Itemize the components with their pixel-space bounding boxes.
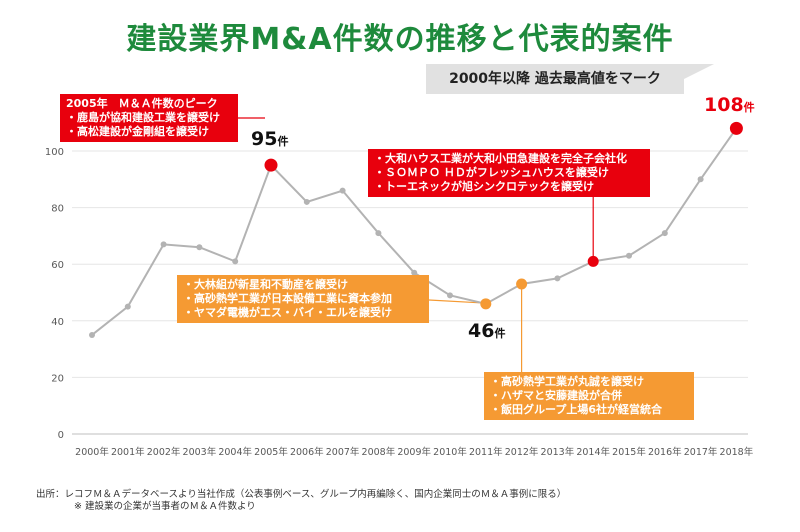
x-tick-label: 2005年 bbox=[254, 446, 288, 458]
x-tick-label: 2008年 bbox=[362, 446, 396, 458]
callout-connector bbox=[428, 299, 480, 304]
x-tick-label: 2016年 bbox=[648, 446, 682, 458]
data-point bbox=[447, 292, 453, 299]
x-tick-label: 2017年 bbox=[684, 446, 718, 458]
deals-2005-box: 2005年 Ｍ＆Ａ件数のピーク ・鹿島が協和建設工業を譲受け ・高松建設が金剛組… bbox=[60, 94, 238, 142]
data-point bbox=[232, 258, 239, 265]
x-tick-label: 2014年 bbox=[576, 446, 610, 458]
data-point bbox=[697, 176, 704, 183]
x-tick-label: 2000年 bbox=[75, 446, 109, 458]
highlight-point bbox=[516, 278, 528, 290]
x-tick-label: 2007年 bbox=[326, 446, 360, 458]
x-tick-label: 2012年 bbox=[505, 446, 539, 458]
x-tick-label: 2015年 bbox=[612, 446, 646, 458]
low-2011-callout: 46件 bbox=[468, 320, 506, 342]
deal-line: ・トーエネックが旭シンクロテックを譲受け bbox=[374, 180, 594, 193]
y-tick-label: 0 bbox=[58, 430, 64, 441]
x-tick-label: 2010年 bbox=[433, 446, 467, 458]
data-point bbox=[339, 187, 346, 194]
data-point bbox=[375, 230, 382, 237]
y-tick-label: 60 bbox=[51, 260, 64, 271]
deal-line: ・大林組が新星和不動産を譲受け bbox=[183, 278, 348, 291]
deal-line: ・鹿島が協和建設工業を譲受け bbox=[66, 111, 220, 124]
data-point bbox=[160, 241, 167, 248]
page-title: 建設業界M&A件数の推移と代表的案件 bbox=[126, 22, 674, 57]
high-2018-callout: 108件 bbox=[704, 94, 755, 116]
banner-pointer bbox=[684, 64, 714, 94]
highlight-point bbox=[729, 121, 743, 135]
deal-line: ・ハザマと安藤建設が合併 bbox=[490, 389, 622, 402]
y-tick-label: 100 bbox=[45, 147, 64, 158]
data-point bbox=[303, 198, 310, 205]
source-line: 出所：レコフＭ＆Ａデータベースより当社作成（公表事例ベース、グループ内再編除く、… bbox=[36, 489, 567, 500]
x-tick-label: 2018年 bbox=[720, 446, 754, 458]
data-point bbox=[411, 269, 418, 276]
data-point bbox=[626, 252, 632, 259]
data-point bbox=[196, 244, 203, 251]
deal-line: ・飯田グループ上場6社が経営統合 bbox=[490, 403, 662, 416]
peak-2005-callout: 95件 bbox=[251, 128, 289, 150]
x-tick-label: 2001年 bbox=[111, 446, 145, 458]
deal-line: ・大和ハウス工業が大和小田急建設を完全子会社化 bbox=[374, 152, 627, 165]
data-point bbox=[661, 230, 668, 237]
data-point bbox=[124, 303, 131, 310]
y-tick-label: 40 bbox=[51, 317, 64, 328]
x-tick-label: 2006年 bbox=[290, 446, 324, 458]
record-banner: 2000年以降 過去最高値をマーク bbox=[426, 64, 684, 94]
highlight-point bbox=[587, 255, 599, 267]
x-tick-label: 2009年 bbox=[397, 446, 431, 458]
y-tick-label: 80 bbox=[51, 204, 64, 215]
deal-line: ・高砂熱学工業が日本設備工業に資本参加 bbox=[183, 292, 392, 305]
y-tick-label: 20 bbox=[51, 373, 64, 384]
deal-line: 2005年 Ｍ＆Ａ件数のピーク bbox=[66, 97, 218, 110]
x-tick-label: 2011年 bbox=[469, 446, 503, 458]
data-point bbox=[554, 275, 561, 282]
deal-line: ・ＳＯＭＰＯ ＨＤがフレッシュハウスを譲受け bbox=[374, 166, 609, 179]
highlight-point bbox=[264, 158, 278, 172]
deals-2014-box: ・大和ハウス工業が大和小田急建設を完全子会社化 ・ＳＯＭＰＯ ＨＤがフレッシュハ… bbox=[368, 149, 650, 197]
x-tick-label: 2013年 bbox=[541, 446, 575, 458]
x-tick-label: 2002年 bbox=[147, 446, 181, 458]
deal-line: ・高砂熱学工業が丸誠を譲受け bbox=[490, 375, 644, 388]
data-point bbox=[89, 331, 95, 338]
highlight-point bbox=[480, 298, 492, 310]
deal-line: ・ヤマダ電機がエス・バイ・エルを譲受け bbox=[183, 306, 392, 319]
deals-2011-box: ・大林組が新星和不動産を譲受け ・高砂熱学工業が日本設備工業に資本参加 ・ヤマダ… bbox=[177, 275, 429, 323]
deals-2012-box: ・高砂熱学工業が丸誠を譲受け ・ハザマと安藤建設が合併 ・飯田グループ上場6社が… bbox=[484, 372, 694, 420]
deal-line: ・高松建設が金剛組を譲受け bbox=[66, 125, 209, 138]
source-note: 出所：レコフＭ＆Ａデータベースより当社作成（公表事例ベース、グループ内再編除く、… bbox=[36, 489, 566, 513]
source-footnote: ※ 建設業の企業が当事者のＭ＆Ａ件数より bbox=[74, 501, 256, 512]
x-tick-label: 2003年 bbox=[183, 446, 217, 458]
x-tick-label: 2004年 bbox=[218, 446, 252, 458]
